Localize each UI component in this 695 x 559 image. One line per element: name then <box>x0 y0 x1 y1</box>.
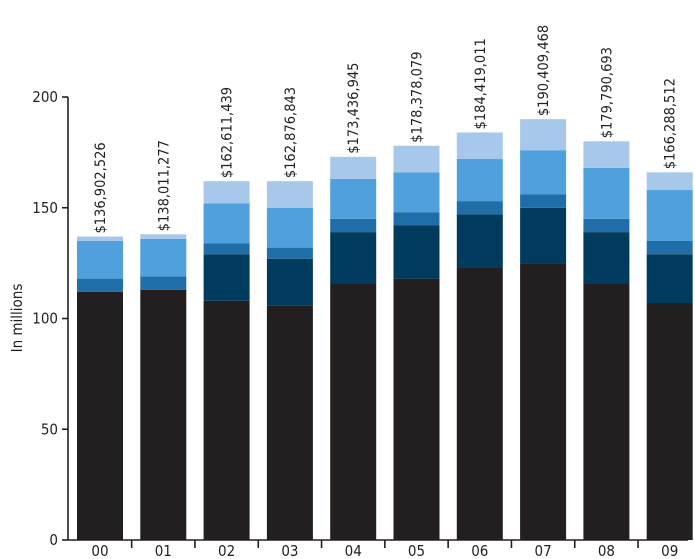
total-label-01: $138,011,277 <box>156 140 172 231</box>
x-tick-label-03: 03 <box>281 542 298 559</box>
bar-segment-00-4 <box>77 236 123 241</box>
y-axis-label: In millions <box>8 284 26 353</box>
bar-segment-00-3 <box>77 240 123 279</box>
x-tick-label-01: 01 <box>155 542 172 559</box>
y-axis: 0 50 100 150 200 <box>32 88 69 549</box>
bar-segment-07-0 <box>520 263 567 540</box>
y-tick-label: 0 <box>49 531 58 549</box>
total-labels-group: $136,902,526 $138,011,277 $162,611,439 $162… <box>93 25 679 234</box>
bar-segment-01-4 <box>140 234 187 239</box>
total-label-08: $179,790,693 <box>599 47 615 138</box>
bar-segment-08-0 <box>583 283 630 540</box>
x-tick-label-04: 04 <box>345 542 362 559</box>
bar-segment-05-1 <box>393 225 440 279</box>
bar-segment-09-3 <box>646 190 693 241</box>
bar-segment-03-4 <box>266 181 313 208</box>
bar-segment-08-4 <box>583 141 630 168</box>
bar-segment-03-1 <box>266 258 313 306</box>
x-tick-label-02: 02 <box>218 542 235 559</box>
bar-segment-09-1 <box>646 254 693 303</box>
total-label-03: $162,876,843 <box>283 87 299 178</box>
total-label-00: $136,902,526 <box>93 142 109 233</box>
total-label-02: $162,611,439 <box>220 87 236 178</box>
x-tick-label-05: 05 <box>408 542 425 559</box>
bar-segment-08-1 <box>583 232 630 284</box>
bar-segment-06-4 <box>456 132 503 160</box>
y-tick-label: 150 <box>32 199 58 217</box>
bar-segment-05-4 <box>393 145 440 173</box>
bar-segment-02-0 <box>203 300 250 540</box>
bar-segment-08-2 <box>583 218 630 233</box>
x-tick-label-07: 07 <box>535 542 552 559</box>
bar-segment-09-0 <box>646 302 693 540</box>
bar-segment-06-1 <box>456 214 503 268</box>
bar-segment-06-3 <box>456 159 503 202</box>
bars-group <box>77 119 693 540</box>
bar-segment-02-2 <box>203 243 250 255</box>
x-tick-label-06: 06 <box>471 542 488 559</box>
y-tick-label: 200 <box>32 88 58 106</box>
x-tick-label-08: 08 <box>598 542 615 559</box>
total-label-07: $190,409,468 <box>536 25 552 116</box>
bar-segment-03-0 <box>266 305 313 540</box>
bar-segment-05-2 <box>393 212 440 226</box>
total-label-06: $184,419,011 <box>473 38 489 129</box>
bar-segment-09-4 <box>646 172 693 191</box>
y-tick-label: 50 <box>41 420 58 438</box>
x-tick-label-00: 00 <box>91 542 108 559</box>
bar-segment-04-1 <box>330 232 377 284</box>
bar-segment-07-1 <box>520 207 567 264</box>
bar-segment-01-2 <box>140 276 187 290</box>
bar-segment-04-0 <box>330 283 377 540</box>
bar-segment-03-2 <box>266 247 313 259</box>
bar-segment-03-3 <box>266 207 313 248</box>
bar-segment-02-3 <box>203 203 250 244</box>
bar-segment-00-2 <box>77 278 123 292</box>
total-label-05: $178,378,079 <box>410 51 426 142</box>
bar-segment-09-2 <box>646 240 693 255</box>
bar-segment-04-4 <box>330 156 377 179</box>
y-tick-label: 100 <box>32 310 58 328</box>
bar-segment-00-0 <box>77 291 123 540</box>
x-axis: 00 01 02 03 04 05 06 07 08 09 <box>68 539 688 559</box>
bar-segment-05-3 <box>393 172 440 213</box>
bar-segment-02-1 <box>203 254 250 301</box>
bar-segment-01-0 <box>140 289 187 540</box>
bar-segment-06-0 <box>456 267 503 540</box>
bar-segment-08-3 <box>583 167 630 219</box>
bar-segment-01-3 <box>140 238 187 277</box>
bar-segment-04-3 <box>330 178 377 219</box>
total-label-09: $166,288,512 <box>663 78 679 169</box>
bar-segment-05-0 <box>393 278 440 540</box>
bar-segment-04-2 <box>330 218 377 233</box>
bar-segment-07-3 <box>520 150 567 195</box>
bar-segment-07-2 <box>520 194 567 208</box>
bar-segment-02-4 <box>203 181 250 204</box>
x-tick-label-09: 09 <box>661 542 678 559</box>
bar-segment-07-4 <box>520 119 567 151</box>
total-label-04: $173,436,945 <box>346 63 362 154</box>
bar-segment-06-2 <box>456 201 503 215</box>
